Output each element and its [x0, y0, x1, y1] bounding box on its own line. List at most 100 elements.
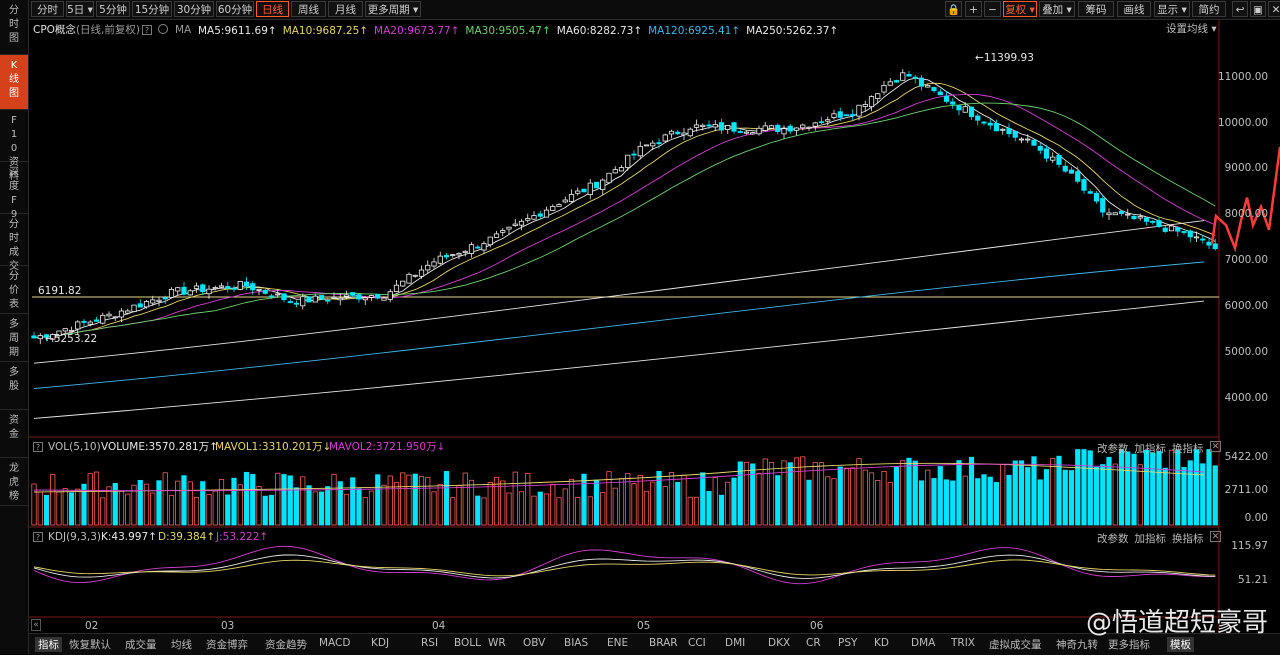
- sidebar-item-label: 分时图: [9, 5, 19, 44]
- toolbar-button-1[interactable]: 叠加 ▾: [1039, 1, 1075, 17]
- volume-bar: [762, 458, 768, 526]
- candle: [1087, 191, 1093, 194]
- indicator-tab-7[interactable]: KDJ: [371, 637, 390, 649]
- candle: [56, 330, 62, 336]
- volume-bar: [931, 478, 937, 526]
- scroll-left-icon[interactable]: «: [31, 619, 41, 631]
- kdj-action-1[interactable]: 加指标: [1134, 533, 1167, 545]
- indicator-tab-8[interactable]: RSI: [421, 637, 439, 649]
- indicator-tab-20[interactable]: KD: [874, 637, 889, 649]
- kdj-action-2[interactable]: 换指标: [1172, 533, 1204, 545]
- indicator-tab-18[interactable]: CR: [806, 637, 821, 649]
- indicator-tab-19[interactable]: PSY: [838, 637, 858, 649]
- indicator-tab-5[interactable]: 资金趋势: [265, 639, 307, 651]
- period-tab-3[interactable]: 15分钟: [132, 1, 172, 17]
- indicator-tab-3[interactable]: 均线: [171, 639, 192, 651]
- volume-bar: [343, 493, 350, 526]
- indicator-tab-13[interactable]: ENE: [607, 637, 629, 649]
- candle: [306, 296, 312, 303]
- indicator-tab-0[interactable]: 指标: [35, 637, 62, 652]
- kdj-close-icon[interactable]: ✕: [1210, 531, 1221, 542]
- indicator-tab-4[interactable]: 资金博弈: [206, 639, 248, 651]
- toolbar-button-5[interactable]: 简约: [1192, 1, 1226, 17]
- indicator-tab-21[interactable]: DMA: [911, 637, 936, 649]
- help-icon[interactable]: ?: [142, 25, 152, 35]
- candle: [343, 294, 350, 297]
- restore-icon[interactable]: ▣: [1250, 1, 1266, 17]
- vol-action-2[interactable]: 换指标: [1172, 443, 1204, 455]
- volume-bar: [912, 460, 918, 526]
- toolbar-button-4[interactable]: 显示 ▾: [1154, 1, 1190, 17]
- vol-action-0[interactable]: 改参数: [1097, 443, 1129, 455]
- indicator-tab-25[interactable]: 更多指标: [1108, 639, 1150, 651]
- indicator-tab-16[interactable]: DMI: [725, 637, 746, 649]
- sidebar-item-6[interactable]: 多周期: [0, 314, 28, 362]
- kdj-action-0[interactable]: 改参数: [1097, 533, 1129, 545]
- minus-icon[interactable]: −: [984, 1, 1001, 17]
- candle: [1137, 216, 1143, 219]
- period-tab-6[interactable]: 日线: [256, 1, 289, 17]
- volume-bar: [631, 483, 637, 526]
- sidebar-item-3[interactable]: 深度F9: [0, 162, 28, 220]
- indicator-tab-23[interactable]: 虚拟成交量: [989, 639, 1042, 651]
- toolbar-button-0[interactable]: 复权 ▾: [1003, 1, 1037, 17]
- indicator-tab-9[interactable]: BOLL: [454, 637, 481, 649]
- period-tab-5[interactable]: 60分钟: [216, 1, 254, 17]
- toolbar-button-2[interactable]: 筹码: [1078, 1, 1114, 17]
- candle: [537, 213, 543, 217]
- volume-bar: [200, 481, 206, 526]
- indicator-tab-12[interactable]: BIAS: [564, 637, 589, 649]
- lock-icon[interactable]: 🔒: [945, 1, 962, 17]
- indicator-tab-2[interactable]: 成交量: [125, 639, 157, 651]
- kdj-help-icon[interactable]: ?: [33, 532, 43, 542]
- candle: [712, 124, 718, 128]
- close-icon[interactable]: ✕: [1268, 1, 1280, 17]
- kdj-tick: 115.97: [1231, 540, 1268, 552]
- period-tab-8[interactable]: 月线: [328, 1, 363, 17]
- vol-close-icon[interactable]: ✕: [1210, 441, 1221, 452]
- sidebar-item-8[interactable]: 资金: [0, 410, 28, 458]
- period-tab-0[interactable]: 分时: [31, 1, 64, 17]
- volume-bar: [368, 490, 375, 526]
- candle: [918, 77, 925, 87]
- sidebar-item-1[interactable]: K线图: [0, 55, 28, 110]
- indicator-tab-6[interactable]: MACD: [319, 637, 351, 649]
- indicator-tab-17[interactable]: DKX: [768, 637, 791, 649]
- candle: [612, 169, 618, 174]
- gear-icon[interactable]: [158, 24, 168, 34]
- period-tab-2[interactable]: 5分钟: [96, 1, 130, 17]
- indicator-tab-26[interactable]: 模板: [1167, 637, 1194, 652]
- indicator-tab-10[interactable]: WR: [488, 637, 506, 649]
- volume-bar: [400, 472, 406, 526]
- back-icon[interactable]: ↩: [1232, 1, 1248, 17]
- sidebar-item-2[interactable]: F10资料: [0, 110, 28, 182]
- sidebar-item-9[interactable]: 龙虎榜: [0, 458, 28, 506]
- candle: [393, 284, 400, 292]
- indicator-tab-22[interactable]: TRIX: [951, 637, 975, 649]
- volume-bar: [1037, 479, 1043, 526]
- vol-action-1[interactable]: 加指标: [1134, 443, 1167, 455]
- indicator-tab-1[interactable]: 恢复默认: [69, 639, 111, 651]
- period-tab-1[interactable]: 5日 ▾: [66, 1, 94, 17]
- indicator-tab-14[interactable]: BRAR: [649, 637, 678, 649]
- sidebar-item-5[interactable]: 分价表: [0, 266, 28, 314]
- toolbar-button-3[interactable]: 画线: [1117, 1, 1151, 17]
- period-tab-7[interactable]: 周线: [291, 1, 326, 17]
- sidebar-item-4[interactable]: 分时成交: [0, 214, 28, 272]
- candle: [1075, 171, 1081, 182]
- indicator-tab-11[interactable]: OBV: [523, 637, 546, 649]
- period-tab-9[interactable]: 更多周期 ▾: [365, 1, 421, 17]
- volume-bar: [1112, 463, 1118, 526]
- period-tab-4[interactable]: 30分钟: [174, 1, 214, 17]
- volume-bar: [1168, 449, 1175, 526]
- sidebar-item-7[interactable]: 多股: [0, 362, 28, 410]
- candle: [593, 181, 600, 189]
- vol-help-icon[interactable]: ?: [33, 442, 43, 452]
- indicator-tab-24[interactable]: 神奇九转: [1056, 639, 1098, 651]
- ma-settings-button[interactable]: 设置均线 ▾: [1166, 23, 1217, 35]
- indicator-tab-15[interactable]: CCI: [688, 637, 706, 649]
- plus-icon[interactable]: +: [965, 1, 982, 17]
- sidebar-item-0[interactable]: 分时图: [0, 0, 28, 55]
- kline-chart-area[interactable]: [29, 20, 1280, 633]
- volume-bar: [300, 476, 306, 526]
